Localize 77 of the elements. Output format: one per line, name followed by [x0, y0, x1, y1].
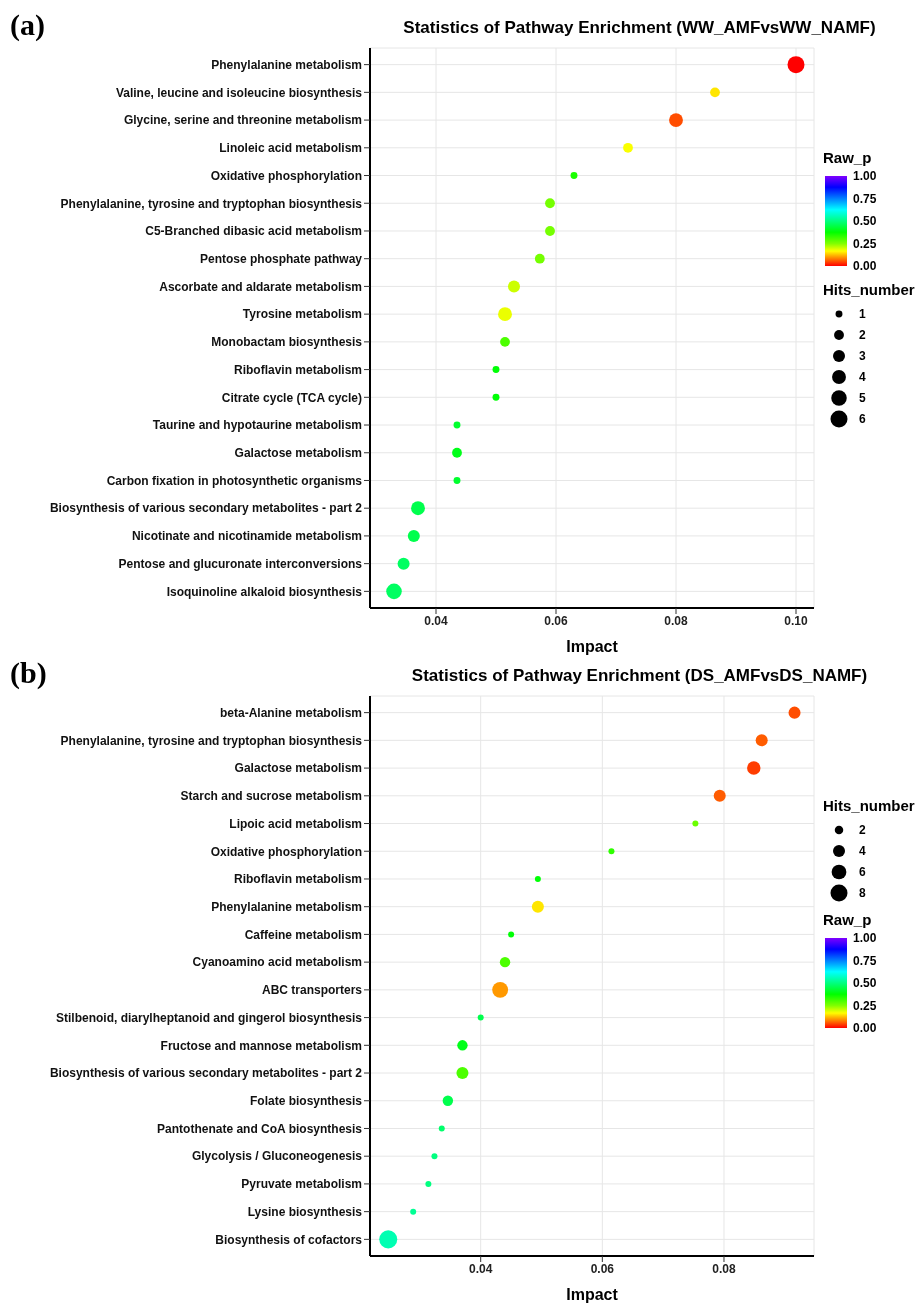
color-bar-label: 0.25 [853, 998, 877, 1013]
y-tick-label: Linoleic acid metabolism [219, 141, 362, 156]
x-axis-title: Impact [566, 638, 619, 655]
y-tick-label: Pentose phosphate pathway [199, 251, 363, 266]
y-tick-label: Riboflavin metabolism [233, 872, 362, 887]
color-bar-label: 1.00 [853, 169, 877, 183]
y-tick-label: Lysine biosynthesis [247, 1204, 363, 1219]
legend-label: 4 [859, 844, 866, 858]
color-bar-label: 0.50 [853, 214, 877, 228]
color-bar-label: 0.00 [853, 259, 877, 273]
y-tick-label: Phenylalanine, tyrosine and tryptophan biosynthesis [60, 733, 363, 748]
y-tick-label: Lipoic acid metabolism [229, 816, 362, 831]
x-tick-label: 0.06 [544, 613, 568, 628]
color-bar-label: 1.00 [853, 931, 877, 945]
y-tick-label: beta-Alanine metabolism [219, 705, 362, 720]
y-tick-label: C5-Branched dibasic acid metabolism [145, 224, 362, 239]
y-tick-label: Biosynthesis of various secondary metabolites - part 2 [49, 1066, 363, 1081]
y-tick-label: Nicotinate and nicotinamide metabolism [131, 529, 362, 544]
y-tick-label: Galactose metabolism [234, 761, 362, 776]
y-tick-label: Caffeine metabolism [244, 927, 362, 942]
x-tick-label: 0.10 [784, 613, 808, 628]
chart-title: Statistics of Pathway Enrichment (DS_AMFvsDS_NAMF) [410, 666, 869, 686]
y-tick-label: Tyrosine metabolism [242, 307, 362, 322]
x-tick-label: 0.08 [664, 613, 688, 628]
y-tick-label: Starch and sucrose metabolism [180, 789, 362, 804]
y-tick-label: Phenylalanine metabolism [211, 57, 362, 72]
y-tick-label: Pyruvate metabolism [241, 1177, 362, 1192]
y-tick-label: Oxidative phosphorylation [210, 844, 362, 859]
y-tick-label: Taurine and hypotaurine metabolism [152, 418, 362, 433]
y-tick-label: Galactose metabolism [234, 446, 362, 461]
y-tick-label: Riboflavin metabolism [233, 362, 362, 377]
x-tick-label: 0.06 [590, 1261, 615, 1276]
y-tick-label: Isoquinoline alkaloid biosynthesis [166, 584, 363, 599]
y-tick-label: Ascorbate and aldarate metabolism [159, 279, 362, 294]
chart-title: Statistics of Pathway Enrichment (WW_AMFvsWW_NAMF) [402, 18, 877, 38]
text: (b) [10, 656, 47, 690]
x-tick-label: 0.04 [469, 1261, 493, 1276]
y-tick-label: Valine, leucine and isoleucine biosynthesis [115, 85, 363, 100]
x-tick-label: 0.08 [712, 1261, 736, 1276]
color-bar-label: 0.75 [853, 953, 877, 968]
y-tick-label: Glycine, serine and threonine metabolism [123, 113, 362, 128]
y-tick-label: Phenylalanine, tyrosine and tryptophan biosynthesis [60, 196, 363, 211]
legend-label: 6 [859, 412, 866, 426]
legend-title: Hits_number [823, 281, 915, 298]
color-bar-label: 0.25 [853, 236, 877, 251]
legend-label: 3 [859, 349, 866, 363]
y-tick-label: Fructose and mannose metabolism [160, 1038, 362, 1053]
legend-label: 2 [859, 823, 866, 837]
legend-title: Hits_number [823, 797, 915, 814]
y-tick-label: Biosynthesis of various secondary metabolites - part 2 [49, 501, 363, 516]
y-tick-label: Citrate cycle (TCA cycle) [221, 390, 362, 405]
text: (a) [10, 8, 45, 42]
y-tick-label: Pantothenate and CoA biosynthesis [157, 1121, 363, 1136]
x-axis-title: Impact [566, 1286, 619, 1303]
legend-label: 8 [859, 886, 866, 900]
y-tick-label: Carbon fixation in photosynthetic organisms [106, 473, 363, 488]
y-tick-label: Cyanoamino acid metabolism [192, 955, 362, 970]
x-tick-label: 0.04 [424, 613, 448, 628]
color-bar-label: 0.00 [853, 1021, 877, 1035]
legend-label: 5 [859, 391, 866, 405]
color-bar-label: 0.50 [853, 976, 877, 990]
y-tick-label: Monobactam biosynthesis [211, 335, 363, 350]
y-tick-label: Phenylalanine metabolism [211, 899, 362, 914]
y-tick-label: ABC transporters [261, 983, 363, 998]
y-tick-label: Stilbenoid, diarylheptanoid and gingerol biosynthesis [55, 1010, 363, 1025]
legend-label: 6 [859, 865, 866, 879]
y-tick-label: Folate biosynthesis [249, 1094, 363, 1109]
y-tick-label: Oxidative phosphorylation [210, 168, 362, 183]
y-tick-label: Biosynthesis of cofactors [215, 1232, 363, 1247]
color-bar-title: Raw_p [823, 149, 872, 166]
legend-label: 4 [859, 370, 866, 384]
legend-label: 1 [859, 307, 866, 321]
y-tick-label: Pentose and glucuronate interconversions [118, 556, 363, 571]
y-tick-label: Glycolysis / Gluconeogenesis [191, 1149, 363, 1164]
color-bar-title: Raw_p [823, 911, 872, 928]
color-bar-label: 0.75 [853, 191, 877, 206]
legend-label: 2 [859, 328, 866, 342]
